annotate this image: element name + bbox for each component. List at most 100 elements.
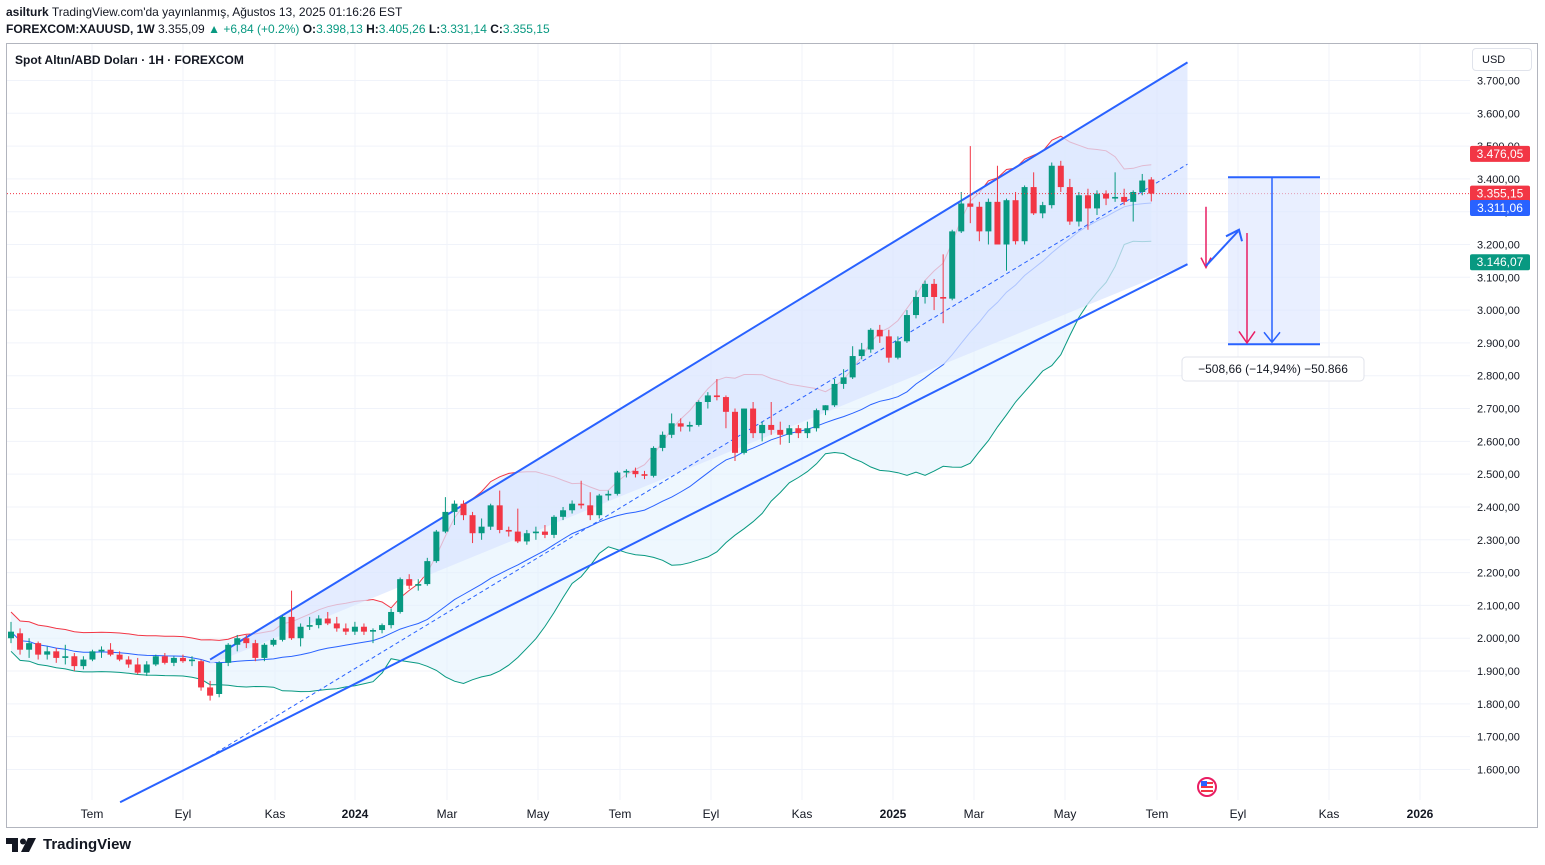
y-tick-label: 3.400,00	[1477, 174, 1520, 186]
candle	[388, 608, 395, 629]
open-value: 3.398,13	[316, 22, 363, 36]
symbol-label: FOREXCOM:XAUUSD, 1W	[6, 22, 155, 36]
y-tick-label: 2.600,00	[1477, 436, 1520, 448]
candle	[894, 336, 901, 360]
x-tick-label: Eyl	[703, 807, 720, 821]
candle	[858, 342, 865, 360]
candle	[62, 644, 69, 665]
candle	[695, 400, 702, 427]
y-tick-label: 1.900,00	[1477, 666, 1520, 678]
candle	[650, 446, 657, 478]
measure-arrow-head	[1263, 331, 1281, 344]
candle	[1103, 190, 1110, 206]
open-label: O:	[302, 22, 317, 36]
candle	[750, 401, 757, 439]
y-tick-label: 2.100,00	[1477, 600, 1520, 612]
chart-frame	[6, 43, 1538, 828]
candle	[741, 408, 748, 455]
candle	[270, 638, 277, 647]
x-tick-label: Kas	[265, 807, 286, 821]
price-change: +6,84 (+0.2%)	[223, 22, 300, 36]
brand-name: TradingView	[43, 836, 132, 853]
candle	[903, 310, 910, 343]
candle	[532, 526, 539, 540]
candle	[306, 616, 313, 631]
candle	[424, 557, 431, 586]
high-label: H:	[366, 22, 379, 36]
x-tick-label: May	[527, 807, 550, 821]
candle	[777, 421, 784, 445]
x-tick-label: Tem	[609, 807, 632, 821]
y-tick-label: 2.800,00	[1477, 371, 1520, 383]
y-tick-label: 1.600,00	[1477, 764, 1520, 776]
candle	[179, 654, 186, 663]
y-tick-label: 2.700,00	[1477, 404, 1520, 416]
candle	[1075, 192, 1082, 227]
candle	[913, 290, 919, 319]
candle	[234, 634, 241, 652]
candle	[614, 470, 621, 496]
ohlc-legend: FOREXCOM:XAUUSD, 1W 3.355,09 ▲ +6,84 (+0…	[6, 22, 550, 36]
low-value: 3.331,14	[440, 22, 487, 36]
candle	[1039, 201, 1046, 219]
price-axis-label-text: 3.355,15	[1477, 187, 1524, 201]
y-tick-label: 2.400,00	[1477, 502, 1520, 514]
x-tick-label: Kas	[1319, 807, 1340, 821]
candle	[360, 623, 367, 635]
candle	[514, 508, 521, 544]
candle	[569, 500, 576, 514]
candle	[1021, 185, 1028, 245]
candle	[1012, 192, 1019, 245]
candle	[958, 192, 965, 234]
y-tick-label: 3.700,00	[1477, 75, 1520, 87]
publisher-name: asilturk	[6, 5, 49, 19]
chart-title: Spot Altın/ABD Doları · 1H · FOREXCOM	[15, 53, 244, 67]
tradingview-logo[interactable]: TradingView	[6, 836, 131, 853]
candle	[143, 661, 150, 676]
candle	[632, 467, 639, 478]
candle	[831, 379, 838, 407]
candle	[460, 500, 467, 521]
candle	[315, 615, 322, 629]
candle	[116, 651, 123, 662]
candle	[523, 529, 530, 545]
candle	[560, 506, 567, 521]
candle	[1130, 190, 1137, 222]
candle	[505, 526, 512, 537]
candle	[170, 656, 177, 667]
candle	[288, 590, 295, 640]
currency-button[interactable]: USD	[1472, 48, 1532, 71]
us-flag-icon	[1197, 777, 1217, 797]
published-text: TradingView.com'da yayınlanmış, Ağustos …	[51, 5, 403, 19]
candle	[985, 198, 992, 245]
candle	[1057, 160, 1064, 193]
y-tick-label: 2.000,00	[1477, 633, 1520, 645]
candle	[125, 656, 132, 668]
candle	[885, 329, 892, 363]
candle	[1112, 172, 1119, 202]
candle	[80, 656, 87, 670]
close-label: C:	[490, 22, 503, 36]
price-axis-label-text: 3.476,05	[1477, 147, 1524, 161]
candle	[795, 424, 802, 439]
candle	[35, 641, 42, 660]
price-axis-label-text: 3.311,06	[1477, 201, 1523, 215]
price-axis-label: 3.311,06	[1470, 200, 1530, 217]
candle	[677, 418, 684, 432]
candle	[370, 628, 376, 644]
candle	[822, 405, 829, 416]
candle	[949, 229, 956, 301]
candle	[713, 379, 720, 401]
candle	[1048, 162, 1055, 209]
candle	[216, 661, 223, 698]
x-tick-label: 2026	[1407, 807, 1434, 821]
candle	[551, 515, 557, 539]
candle	[379, 623, 386, 634]
candle	[152, 654, 159, 667]
x-tick-label: Tem	[81, 807, 104, 821]
x-tick-label: May	[1054, 807, 1077, 821]
candle	[415, 579, 422, 591]
candle	[668, 413, 675, 439]
candle	[1003, 198, 1010, 271]
